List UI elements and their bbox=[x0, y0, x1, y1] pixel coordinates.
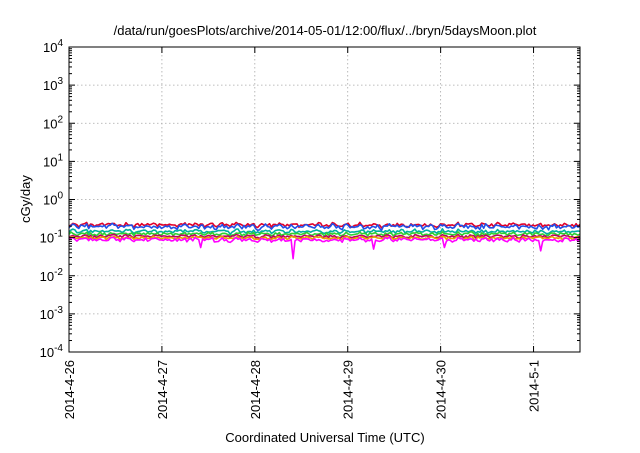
y-tick-label: 10-2 bbox=[40, 267, 64, 284]
y-tick-label: 101 bbox=[43, 152, 63, 169]
x-axis-label: Coordinated Universal Time (UTC) bbox=[225, 430, 424, 445]
tick-layer: 10-4 10-3 10-2 10-1 100 101 102 103 104 2014-4-26… bbox=[40, 38, 580, 419]
y-tick-label: 104 bbox=[43, 38, 63, 55]
y-tick-label: 10-3 bbox=[40, 305, 64, 322]
series-line bbox=[68, 236, 581, 260]
y-tick-label: 10-4 bbox=[40, 343, 64, 360]
x-tick-label: 2014-4-27 bbox=[155, 360, 170, 419]
series-line bbox=[68, 222, 581, 232]
y-tick-label: 103 bbox=[43, 76, 63, 93]
x-tick-label: 2014-4-30 bbox=[434, 360, 449, 419]
chart-title: /data/run/goesPlots/archive/2014-05-01/1… bbox=[114, 23, 537, 38]
series-line bbox=[68, 233, 581, 240]
grid-layer bbox=[69, 47, 580, 352]
series-line bbox=[68, 235, 581, 241]
x-tick-label: 2014-5-1 bbox=[527, 360, 542, 412]
x-tick-label: 2014-4-29 bbox=[341, 360, 356, 419]
series-line bbox=[68, 228, 581, 236]
y-tick-label: 10-1 bbox=[40, 229, 64, 246]
x-tick-label: 2014-4-26 bbox=[62, 360, 77, 419]
series-layer bbox=[68, 221, 581, 260]
y-axis-label: cGy/day bbox=[18, 175, 33, 223]
y-tick-label: 100 bbox=[43, 191, 63, 208]
y-tick-label: 102 bbox=[43, 114, 63, 131]
x-tick-label: 2014-4-28 bbox=[248, 360, 263, 419]
